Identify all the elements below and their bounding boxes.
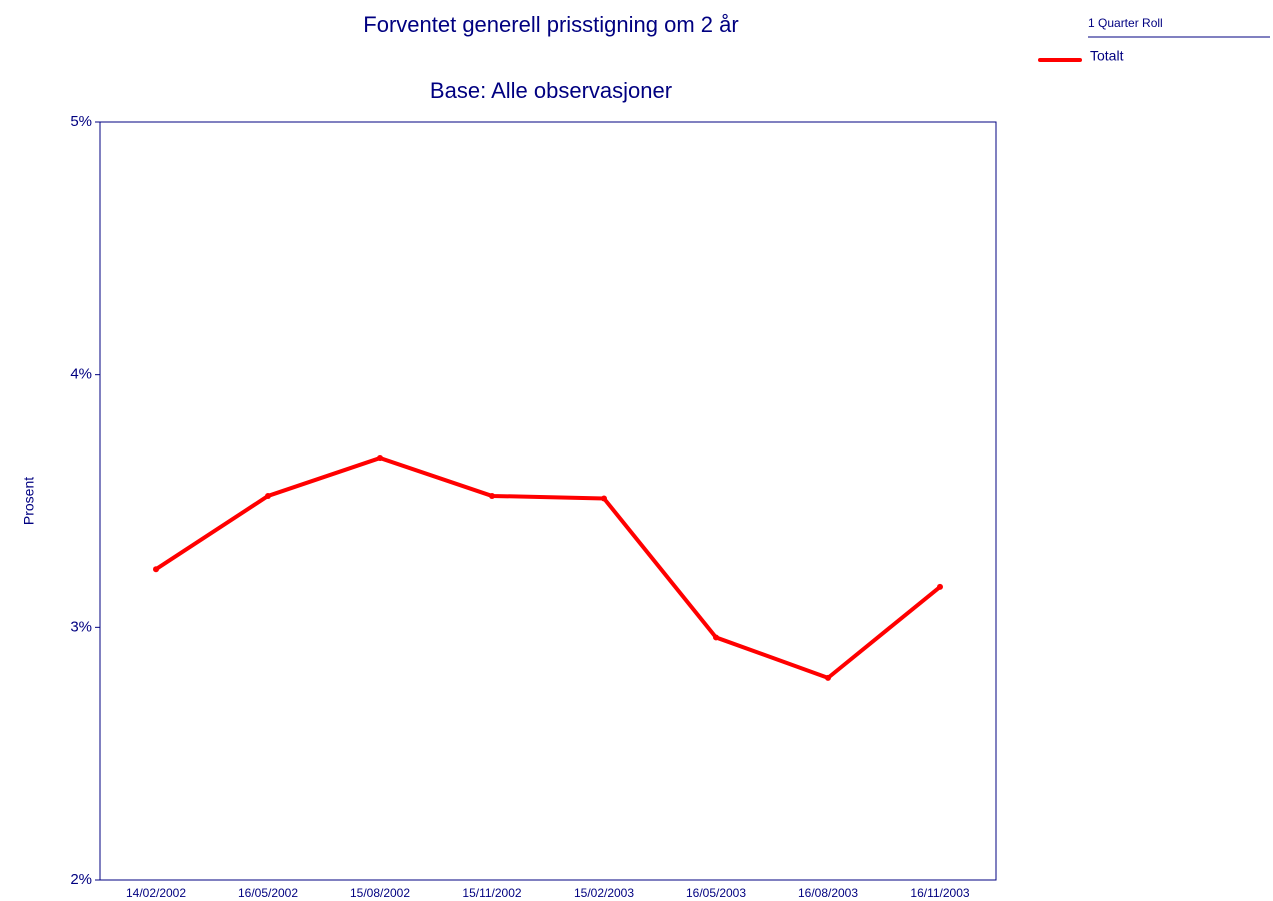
- series-line: [154, 456, 942, 680]
- x-tick-label: 16/08/2003: [798, 886, 858, 900]
- point: [937, 583, 943, 590]
- legend-title: 1 Quarter Roll: [1088, 16, 1163, 30]
- point: [601, 495, 607, 502]
- x-tick-label: 16/05/2002: [238, 886, 298, 900]
- point: [489, 492, 495, 499]
- x-tick-label: 15/11/2002: [462, 886, 521, 900]
- chart-subtitle: Base: Alle observasjoner: [430, 78, 672, 103]
- x-tick-label: 16/11/2003: [910, 886, 969, 900]
- plot-area: [99, 121, 997, 881]
- chart-title: Forventet generell prisstigning om 2 år: [363, 12, 738, 37]
- point: [825, 674, 831, 681]
- x-tick-label: 14/02/2002: [126, 886, 186, 900]
- legend-label: Totalt: [1090, 48, 1124, 64]
- point: [153, 566, 159, 573]
- point: [265, 492, 271, 499]
- point: [713, 634, 719, 641]
- x-tick-label: 15/08/2002: [350, 886, 410, 900]
- point: [377, 455, 383, 462]
- y-tick-label: 5%: [70, 113, 92, 130]
- y-tick-label: 2%: [70, 871, 92, 888]
- y-tick-label: 3%: [70, 618, 92, 635]
- y-axis-label: Prosent: [21, 477, 37, 525]
- y-tick-label: 4%: [70, 366, 92, 383]
- x-tick-label: 16/05/2003: [686, 886, 746, 900]
- x-tick-label: 15/02/2003: [574, 886, 634, 900]
